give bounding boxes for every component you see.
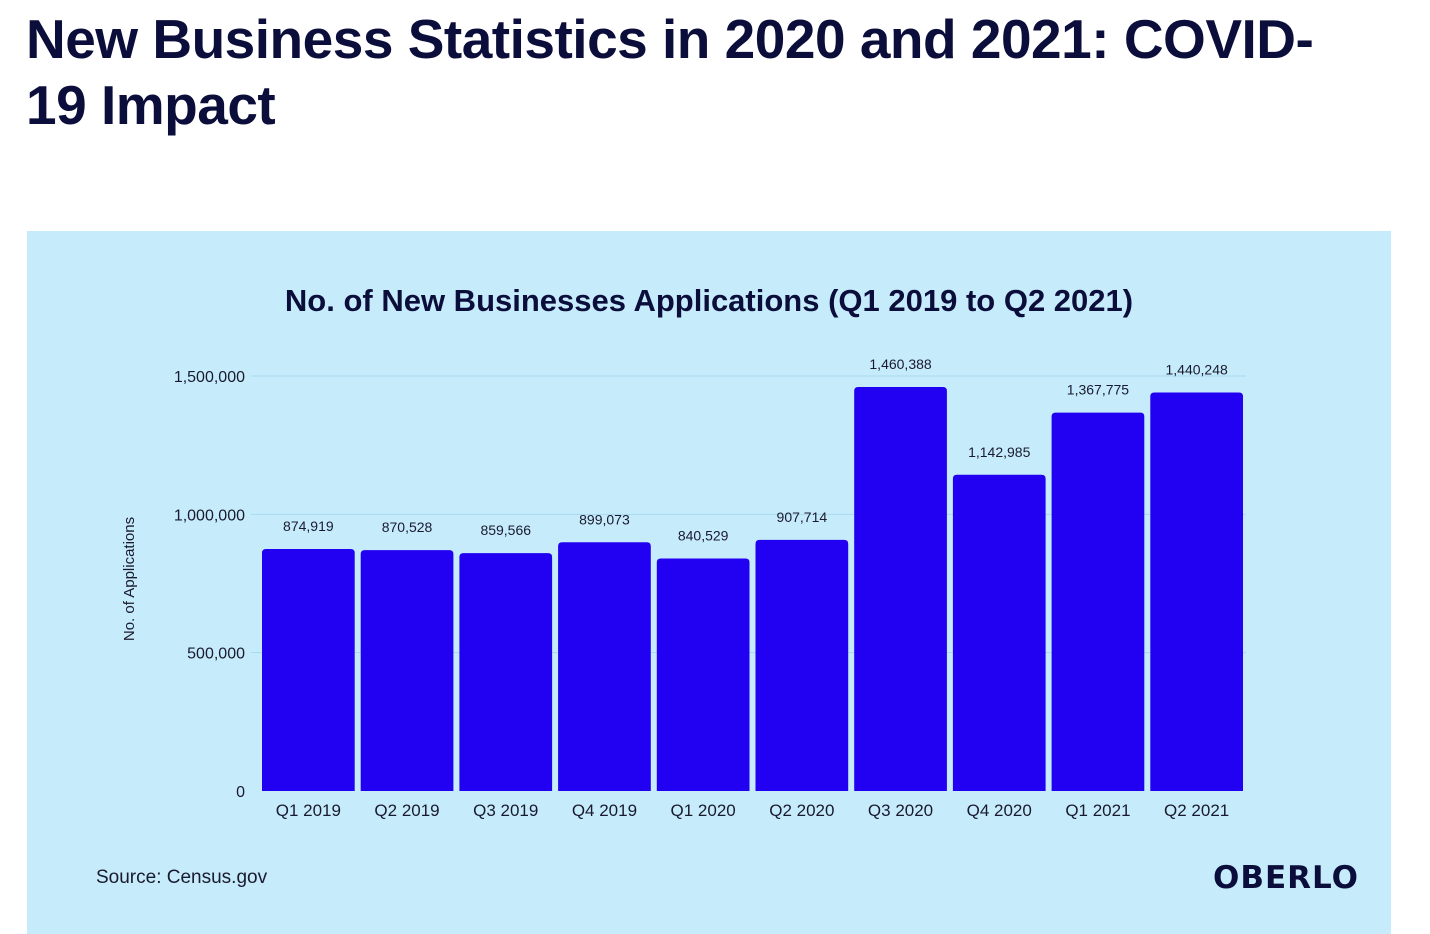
- value-label: 1,142,985: [968, 444, 1030, 460]
- value-labels: 874,919 870,528 859,566 899,073 840,529 907,7…: [283, 356, 1228, 543]
- bar-q1-2019: [262, 548, 355, 791]
- x-tick-label: Q1 2020: [671, 801, 736, 820]
- x-tick-label: Q4 2020: [967, 801, 1032, 820]
- bar-q1-2021: [1051, 412, 1145, 791]
- bar-q4-2019: [558, 542, 651, 791]
- y-tick-label: 1,500,000: [174, 369, 245, 386]
- y-tick-label: 1,000,000: [174, 507, 245, 524]
- value-label: 1,367,775: [1067, 382, 1129, 398]
- bar-q2-2021: [1150, 392, 1243, 791]
- value-label: 870,528: [382, 519, 433, 535]
- oberlo-logo: OBERLO: [1213, 860, 1359, 896]
- y-axis-title: No. of Applications: [121, 517, 138, 641]
- bar-q1-2020: [656, 558, 750, 791]
- x-tick-label: Q1 2021: [1065, 801, 1130, 820]
- value-label: 1,460,388: [869, 356, 931, 372]
- y-axis-ticks: 0 500,000 1,000,000 1,500,000: [174, 369, 245, 801]
- chart-title: No. of New Businesses Applications (Q1 2…: [285, 283, 1133, 318]
- x-tick-label: Q3 2019: [473, 801, 538, 820]
- y-tick-label: 0: [236, 784, 245, 801]
- value-label: 1,440,248: [1166, 362, 1228, 378]
- source-text: Source: Census.gov: [96, 867, 268, 888]
- x-tick-label: Q1 2019: [276, 801, 341, 820]
- x-tick-label: Q3 2020: [868, 801, 933, 820]
- chart-card: No. of New Businesses Applications (Q1 2…: [27, 231, 1391, 934]
- value-label: 874,919: [283, 518, 334, 534]
- bar-q3-2020: [854, 386, 947, 791]
- bars: [262, 386, 1243, 791]
- page-title: New Business Statistics in 2020 and 2021…: [26, 8, 1314, 136]
- bar-q3-2019: [459, 553, 553, 791]
- x-tick-label: Q2 2020: [769, 801, 834, 820]
- bar-q2-2019: [360, 550, 454, 791]
- value-label: 840,529: [678, 527, 729, 543]
- value-label: 859,566: [480, 522, 531, 538]
- bar-q4-2020: [952, 474, 1046, 791]
- bar-chart: No. of New Businesses Applications (Q1 2…: [96, 283, 1359, 896]
- value-label: 899,073: [579, 511, 630, 527]
- y-tick-label: 500,000: [187, 646, 245, 663]
- x-axis-ticks: Q1 2019 Q2 2019 Q3 2019 Q4 2019 Q1 2020 Q2 20…: [276, 801, 1230, 820]
- x-tick-label: Q2 2021: [1164, 801, 1229, 820]
- x-tick-label: Q2 2019: [374, 801, 439, 820]
- bar-q2-2020: [755, 539, 849, 791]
- x-tick-label: Q4 2019: [572, 801, 637, 820]
- value-label: 907,714: [777, 509, 828, 525]
